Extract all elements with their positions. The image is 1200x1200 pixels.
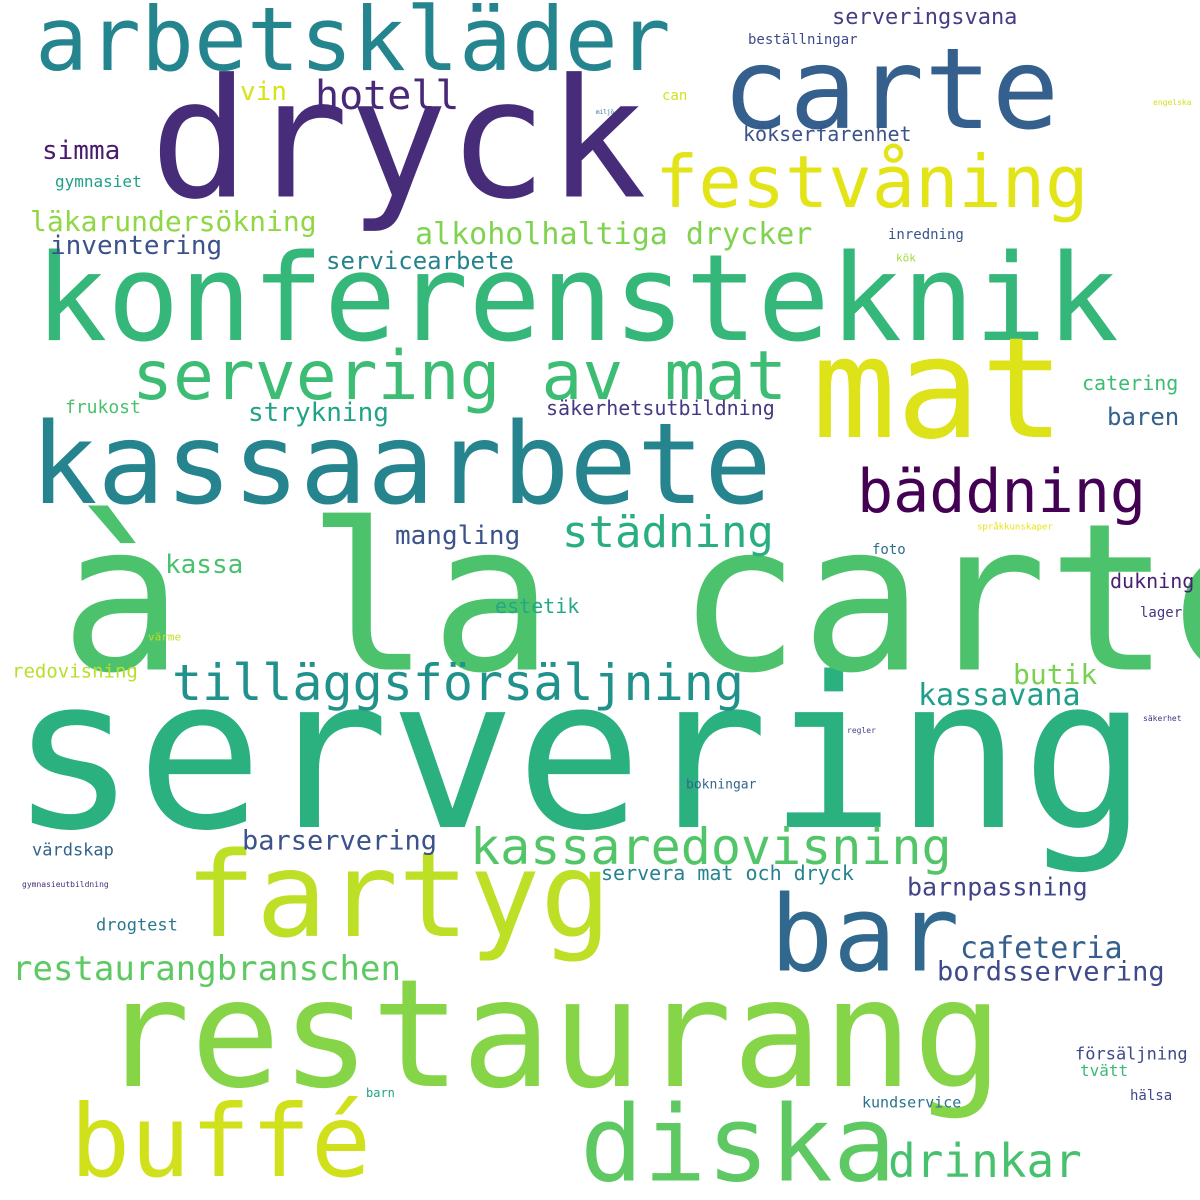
word-cloud-term: dryck [150,43,647,236]
word-cloud-term: barnpassning [907,872,1088,902]
word-cloud-term: servera mat och dryck [601,861,854,885]
word-cloud-term: hälsa [1130,1088,1173,1104]
word-cloud-term: kassaarbete [30,400,772,530]
word-cloud-term: kökserfarenhet [743,122,912,146]
word-cloud-term: à la carte [60,480,1200,719]
word-cloud-term: beställningar [748,32,858,48]
word-cloud-term: drinkar [888,1134,1082,1188]
word-cloud-term: mangling [395,521,521,551]
word-cloud-term: redovisning [12,660,138,683]
word-cloud-term: bordsservering [937,956,1165,988]
word-cloud-term: baren [1107,403,1180,431]
word-cloud-term: miljö [596,109,615,116]
word-cloud-term: foto [872,542,906,558]
word-cloud-term: strykning [248,398,389,428]
word-cloud-term: tilläggsförsäljning [172,654,744,712]
word-cloud-term: gymnasiet [55,172,142,191]
word-cloud-term: can [662,88,688,104]
word-cloud-term: serveringsvana [832,5,1018,30]
word-cloud-term: buffé [70,1083,372,1200]
word-cloud-term: arbetskläder [35,0,671,91]
word-cloud-term: värdskap [32,840,114,861]
word-cloud-term: kassaredovisning [470,818,952,876]
word-cloud-term: läkarundersökning [30,205,317,238]
word-cloud-term: engelska [1153,98,1192,107]
word-cloud-term: barn [366,1086,395,1100]
word-cloud-term: catering [1082,371,1179,395]
word-cloud-term: servering av mat [132,337,788,416]
word-cloud-term: mat [812,308,1065,471]
word-cloud-term: bar [770,873,960,996]
word-cloud-term: vin [240,77,287,107]
word-cloud-term: språkkunskaper [977,522,1053,533]
word-cloud-term: barservering [242,825,438,857]
word-cloud-term: bokningar [686,777,757,793]
word-cloud-term: frukost [65,397,141,418]
word-cloud-term: kassavana [918,678,1081,713]
word-cloud-term: kök [896,251,916,265]
word-cloud-term: gymnasieutbildning [22,880,109,889]
word-cloud-term: försäljning [1075,1044,1188,1065]
word-cloud-term: kassa [165,550,244,580]
word-cloud-term: regler [847,726,876,735]
word-cloud-term: fartyg [185,826,612,964]
word-cloud-term: säkerhetsutbildning [546,396,775,420]
word-cloud-term: bäddning [857,457,1146,527]
word-cloud-term: simma [42,136,121,166]
word-cloud-term: servering [10,632,1148,877]
word-cloud-term: konferensteknik [35,230,1119,369]
word-cloud-term: servicearbete [326,247,514,275]
word-cloud-term: diska [580,1083,897,1200]
word-cloud-term: säkerhet [1143,714,1182,723]
word-cloud-term: estetik [495,594,580,618]
word-cloud-term: lager [1140,605,1183,621]
word-cloud-term: tvätt [1080,1061,1129,1080]
word-cloud-term: städning [562,507,774,558]
word-cloud-term: inventering [50,231,223,261]
word-cloud-term: restaurang [100,948,1004,1122]
word-cloud-term: carte [722,25,1060,155]
word-cloud-term: värme [148,630,182,644]
word-cloud-term: cafeteria [960,931,1123,966]
word-cloud-term: restaurangbranschen [12,949,401,989]
word-cloud-term: butik [1013,658,1098,691]
word-cloud-term: festvåning [655,140,1089,224]
word-cloud-term: kundservice [862,1093,962,1112]
word-cloud-term: alkoholhaltiga drycker [415,217,813,252]
word-cloud-term: hotell [315,73,460,119]
word-cloud-term: dukning [1110,569,1195,593]
word-cloud-term: inredning [888,227,964,243]
word-cloud-term: drogtest [96,915,178,936]
